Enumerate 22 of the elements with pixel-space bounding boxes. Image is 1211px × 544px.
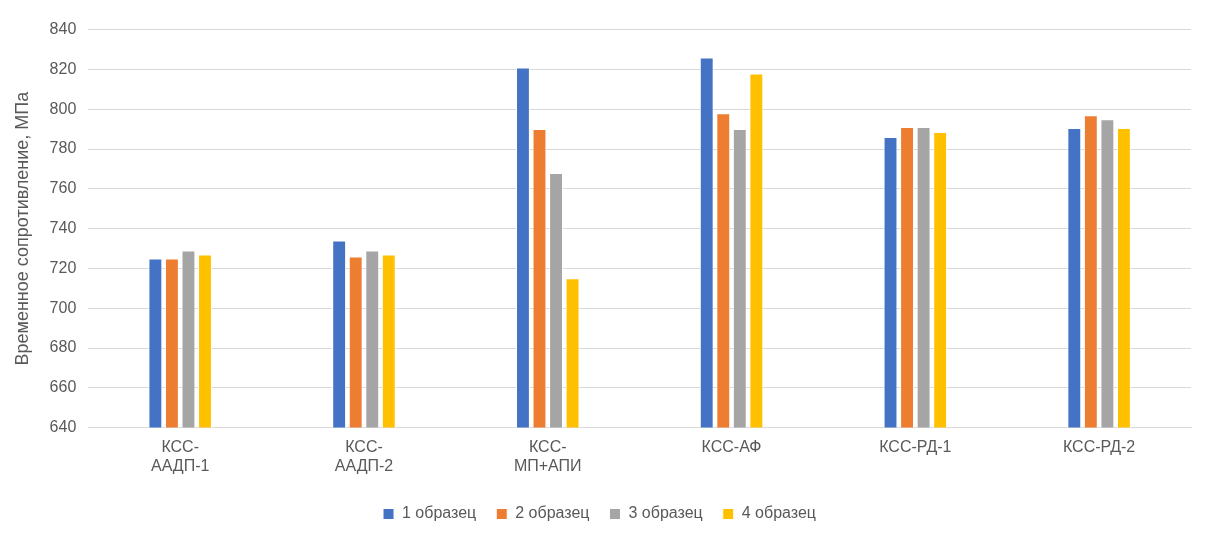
x-tick-label: КСС-РД-1 <box>879 437 952 455</box>
x-tick-label: КСС-АФ <box>701 437 762 455</box>
y-tick-label: 660 <box>49 378 77 396</box>
x-tick-label: КСС-ААДП-2 <box>334 437 394 474</box>
y-tick-label: 800 <box>49 99 77 117</box>
y-tick-label: 640 <box>49 418 77 436</box>
legend-label: 3 образец <box>628 504 703 522</box>
x-tick-label: КСС-РД-2 <box>1062 437 1136 455</box>
y-axis-title: Временное сопротивление, МПа <box>11 90 32 366</box>
y-tick-label: 760 <box>49 179 77 197</box>
y-tick-label: 680 <box>49 338 77 356</box>
y-tick-label: 700 <box>49 298 77 316</box>
legend-label: 1 образец <box>402 504 477 522</box>
y-tick-label: 820 <box>49 59 77 77</box>
legend-label: 2 образец <box>515 504 590 522</box>
y-tick-label: 840 <box>49 20 77 38</box>
legend-label: 4 образец <box>741 504 816 522</box>
x-tick-label: КСС-МП+АПИ <box>513 437 582 474</box>
y-tick-label: 780 <box>49 139 77 157</box>
x-tick-label: КСС-ААДП-1 <box>150 437 210 474</box>
y-tick-label: 740 <box>49 219 77 237</box>
y-tick-label: 720 <box>49 258 77 276</box>
